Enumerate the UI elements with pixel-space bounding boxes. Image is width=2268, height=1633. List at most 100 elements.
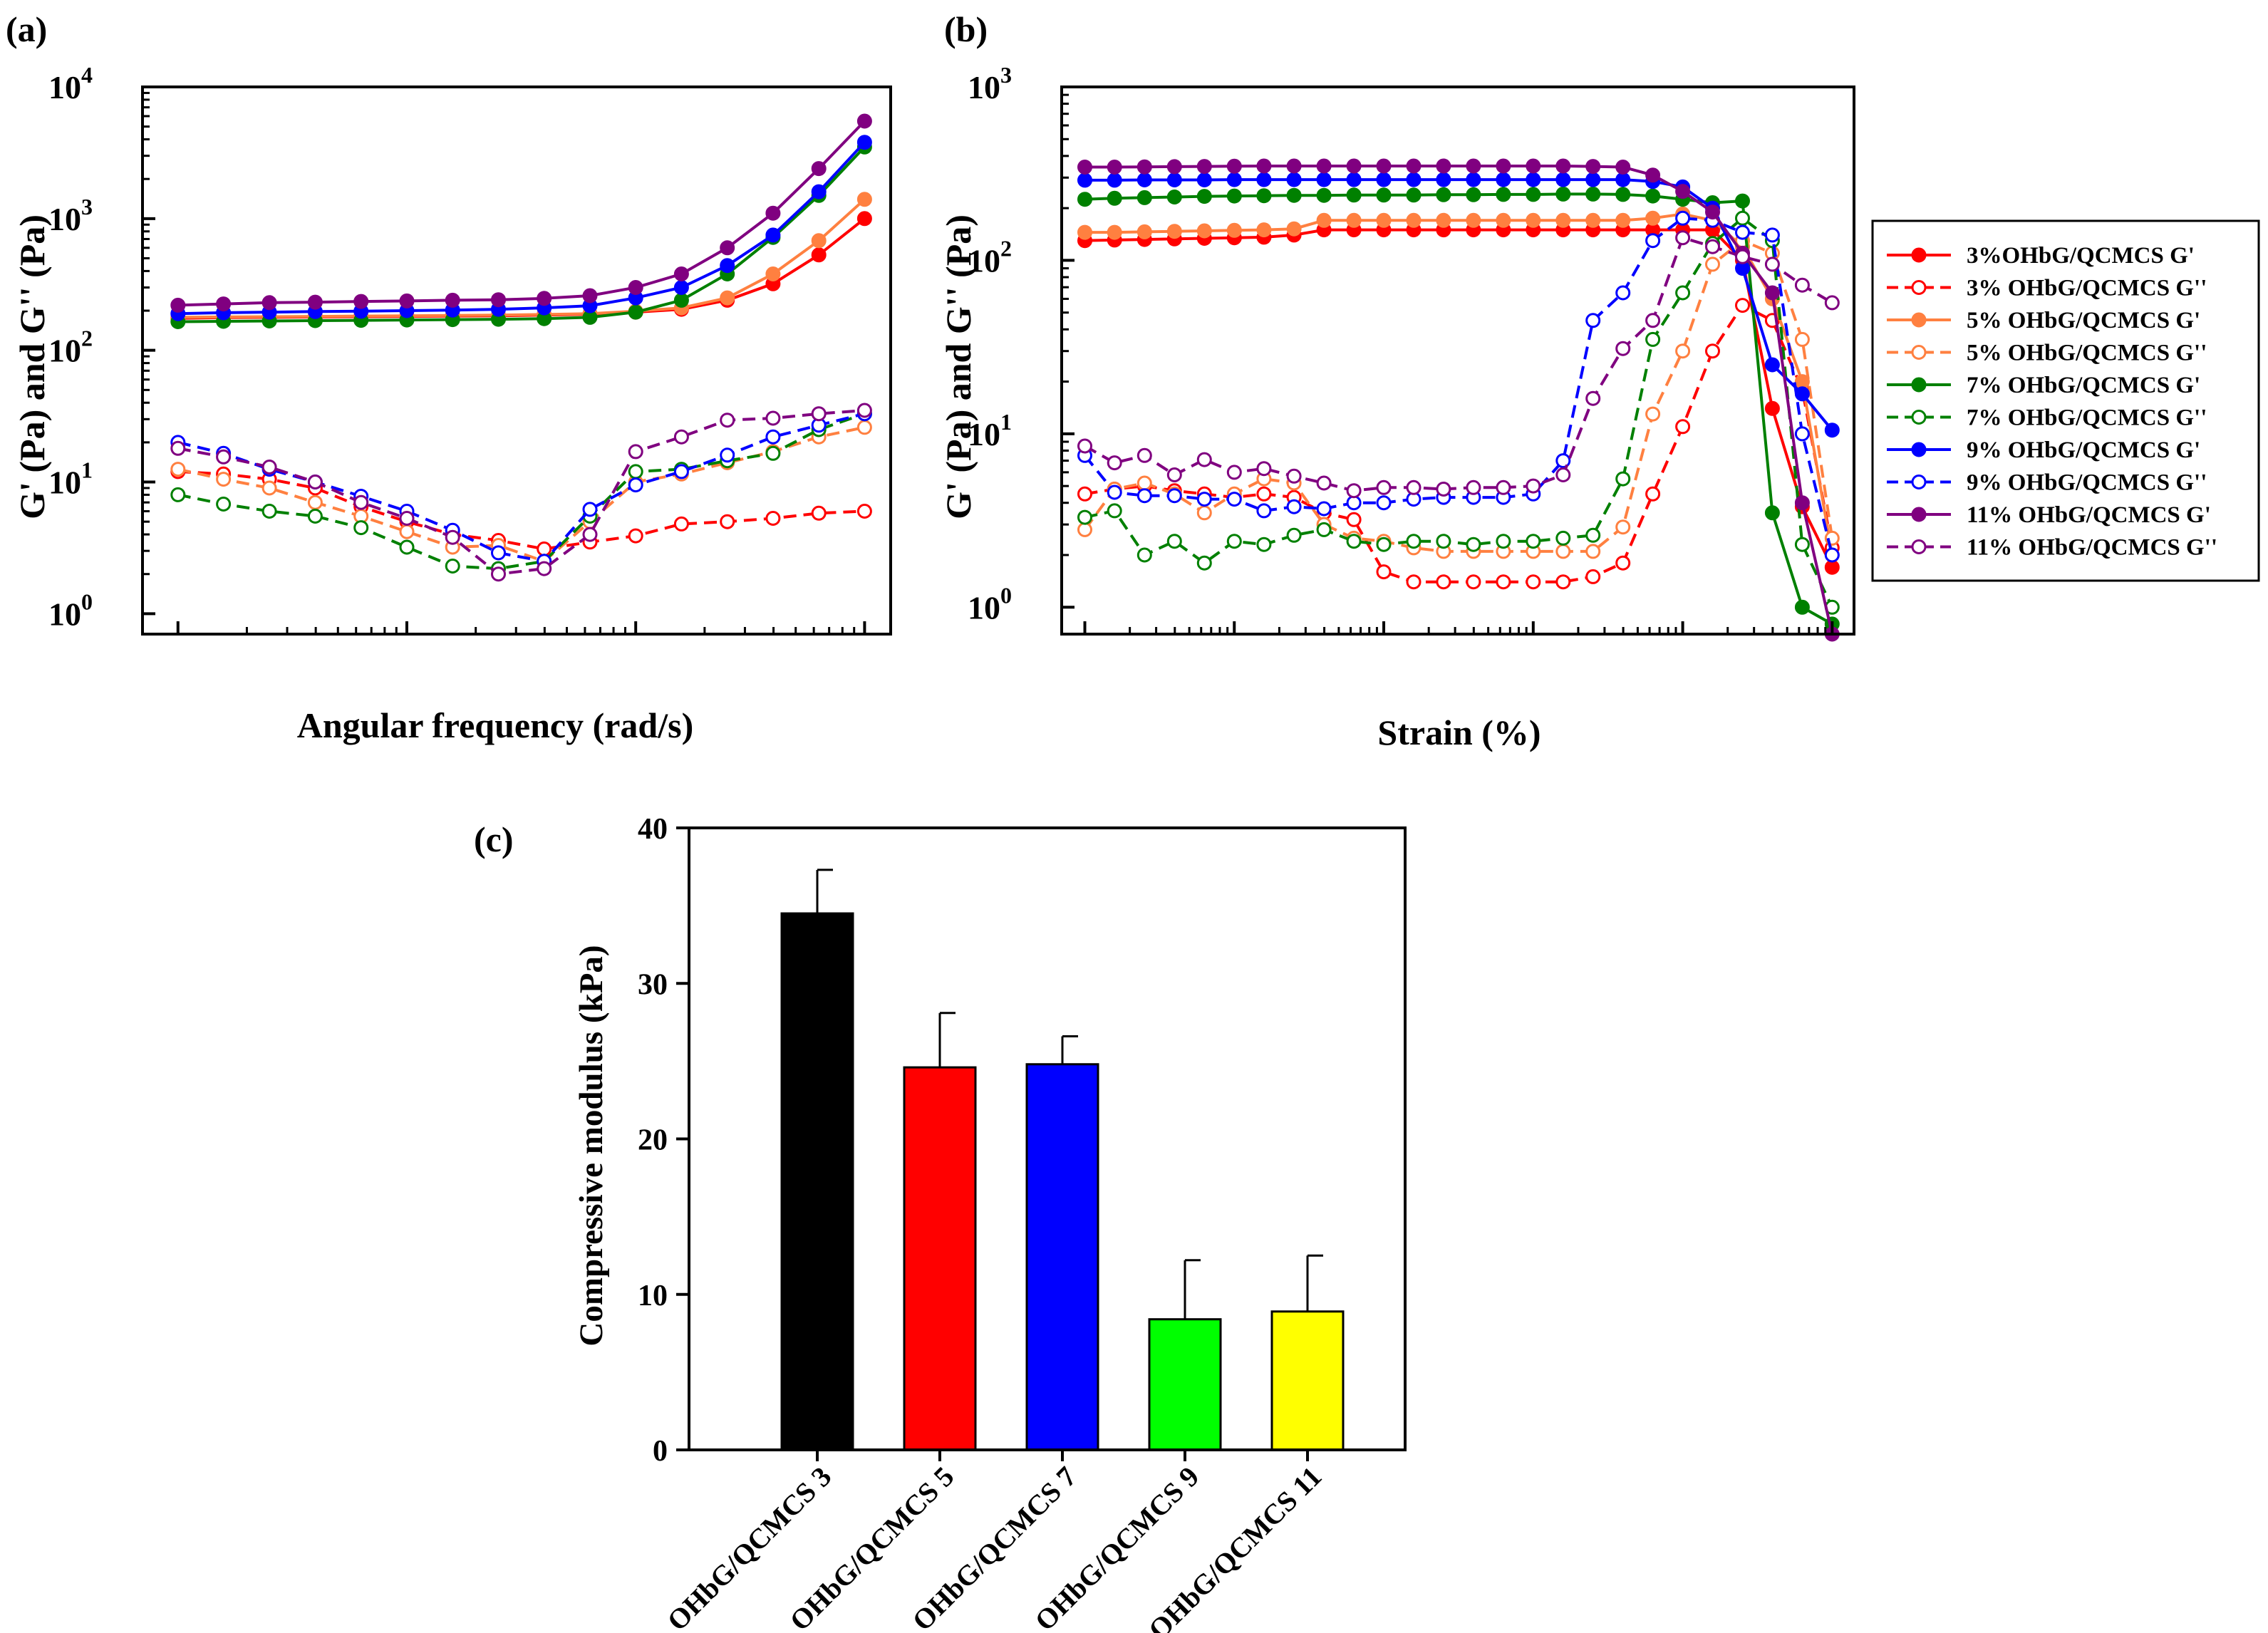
panel-b-point-5-ohbg-qcmcs-g [1226,222,1242,238]
panel-a-point-11-ohbg-qcmcs-g [170,440,186,456]
panel-a-point-9-ohbg-qcmcs-g [811,184,827,199]
panel-a-series-line-11-ohbg-qcmcs-g [177,120,866,307]
panel-b-point-5-ohbg-qcmcs-g [1376,212,1392,228]
panel-b-plot-frame [1060,85,1855,636]
panel-b-point-9-ohbg-qcmcs-g [1466,172,1481,187]
panel-b-point-11-ohbg-qcmcs-g [1316,475,1332,491]
panel-b-point-9-ohbg-qcmcs-g [1645,233,1661,249]
panel-b-point-9-ohbg-qcmcs-g [1376,495,1392,511]
bar-ohbg-qcmcs-11 [1270,1310,1345,1451]
panel-b-point-7-ohbg-qcmcs-g [1316,522,1332,537]
panel-b-point-9-ohbg-qcmcs-g [1615,285,1631,301]
panel-b-series-line-9-ohbg-qcmcs-g [1083,217,1834,556]
panel-a-point-5-ohbg-qcmcs-g [811,233,827,249]
panel-b-point-11-ohbg-qcmcs-g [1406,479,1422,495]
panel-b-point-7-ohbg-qcmcs-g [1077,192,1092,207]
panel-b-point-9-ohbg-qcmcs-g [1107,172,1122,188]
panel-a-point-9-ohbg-qcmcs-g [673,280,689,295]
panel-a-point-11-ohbg-qcmcs-g [765,410,781,426]
panel-b-point-5-ohbg-qcmcs-g [1136,475,1152,491]
panel-c-y-tick-label: 0 [653,1435,668,1468]
panel-b-y-tick-exponent: 3 [1000,62,1012,88]
panel-b-point-5-ohbg-qcmcs-g [1585,544,1601,559]
panel-a-point-9-ohbg-qcmcs-g [582,502,598,517]
panel-b-point-11-ohbg-qcmcs-g [1496,158,1511,174]
panel-a-point-9-ohbg-qcmcs-g [628,477,643,493]
panel-b-point-3-ohbg-qcmcs-g [1645,486,1661,502]
panel-a-point-3-ohbg-qcmcs-g [765,511,781,526]
panel-b-point-11-ohbg-qcmcs-g [1735,249,1750,264]
bar-ohbg-qcmcs-5 [903,1066,977,1451]
panel-b-point-5-ohbg-qcmcs-g [1794,331,1810,347]
panel-c-y-tick-label: 40 [638,813,668,846]
bar-ohbg-qcmcs-3 [780,912,854,1451]
panel-a-y-tick-exponent: 1 [81,457,93,483]
panel-b-point-9-ohbg-qcmcs-g [1735,224,1750,240]
panel-b-point-9-ohbg-qcmcs-g [1376,172,1392,187]
legend-label-9-ohbg-qcmcs-g: 9% OHbG/QCMCS G'' [1967,470,2207,496]
panel-b-point-5-ohbg-qcmcs-g [1555,212,1571,228]
panel-a-point-11-ohbg-qcmcs-g [262,460,277,475]
bar-ohbg-qcmcs-7 [1025,1063,1099,1451]
panel-b-point-7-ohbg-qcmcs-g [1077,509,1092,525]
panel-b-point-9-ohbg-qcmcs-g [1675,210,1691,226]
panel-a-point-11-ohbg-qcmcs-g [262,295,277,311]
panel-b-point-9-ohbg-qcmcs-g [1196,492,1212,507]
panel-b-point-7-ohbg-qcmcs-g [1764,505,1780,521]
panel-a-point-5-ohbg-qcmcs-g [399,524,415,539]
panel-b-y-tick-label: 103 [968,62,1012,105]
panel-a-point-11-ohbg-qcmcs-g [353,294,369,309]
panel-b-point-9-ohbg-qcmcs-g [1107,484,1122,500]
panel-a-point-7-ohbg-qcmcs-g [765,445,781,461]
panel-a-point-7-ohbg-qcmcs-g [307,509,323,524]
panel-b-point-7-ohbg-qcmcs-g [1166,190,1182,204]
panel-b-point-9-ohbg-qcmcs-g [1256,503,1272,519]
legend-label-7-ohbg-qcmcs-g: 7% OHbG/QCMCS G' [1967,373,2200,398]
panel-a-point-5-ohbg-qcmcs-g [765,266,781,281]
panel-b-series-layer [1077,158,1840,642]
panel-a-point-9-ohbg-qcmcs-g [491,545,506,561]
legend-marker-5-ohbg-qcmcs-g [1911,345,1927,360]
panel-b-series-line-5-ohbg-qcmcs-g [1084,212,1834,556]
panel-b-point-11-ohbg-qcmcs-g [1376,158,1392,174]
panel-a-series-line-7-ohbg-qcmcs-g [177,412,866,571]
legend-label-5-ohbg-qcmcs-g: 5% OHbG/QCMCS G'' [1967,341,2207,366]
panel-b-point-11-ohbg-qcmcs-g [1166,159,1182,175]
panel-b-point-11-ohbg-qcmcs-g [1585,390,1601,406]
panel-a-point-7-ohbg-qcmcs-g [353,520,369,536]
panel-a-point-7-ohbg-qcmcs-g [216,497,232,512]
panel-b-point-11-ohbg-qcmcs-g [1705,204,1720,220]
panel-b-point-11-ohbg-qcmcs-g [1615,160,1631,175]
panel-b-point-7-ohbg-qcmcs-g [1346,187,1362,203]
panel-b-point-11-ohbg-qcmcs-g [1256,158,1272,174]
panel-a-y-tick-label: 103 [48,194,93,237]
panel-b-point-5-ohbg-qcmcs-g [1166,224,1182,239]
legend-marker-11-ohbg-qcmcs-g [1911,539,1927,554]
panel-b-point-7-ohbg-qcmcs-g [1526,534,1541,549]
panel-b-point-3-ohbg-qcmcs-g [1436,574,1451,590]
panel-a-point-7-ohbg-qcmcs-g [445,559,460,574]
panel-b-point-11-ohbg-qcmcs-g [1286,158,1302,174]
panel-a-point-7-ohbg-qcmcs-g [262,504,277,519]
panel-b-point-7-ohbg-qcmcs-g [1286,187,1302,203]
panel-a-y-tick-label: 101 [48,457,93,501]
panel-a-series-line-9-ohbg-qcmcs-g [177,412,865,563]
panel-a: (a) Angular frequency (rad/s) G' (Pa) an… [6,9,892,745]
panel-a-point-5-ohbg-qcmcs-g [307,494,323,510]
panel-a-point-3-ohbg-qcmcs-g [537,541,552,556]
panel-b-point-11-ohbg-qcmcs-g [1346,483,1362,499]
panel-a-point-11-ohbg-qcmcs-g [582,288,598,304]
panel-b-point-11-ohbg-qcmcs-g [1107,160,1122,175]
panel-b-point-3-ohbg-qcmcs-g [1764,400,1780,416]
panel-b-point-7-ohbg-qcmcs-g [1436,534,1451,549]
panel-b-point-9-ohbg-qcmcs-g [1196,172,1212,187]
panel-b-point-9-ohbg-qcmcs-g [1286,499,1302,514]
panel-b-point-11-ohbg-qcmcs-g [1675,184,1691,199]
panel-b-y-tick-label: 102 [968,235,1012,279]
panel-b-y-tick-label: 100 [968,582,1012,626]
legend-marker-7-ohbg-qcmcs-g [1911,377,1927,393]
panel-a-point-3-ohbg-qcmcs-g [811,505,827,521]
panel-b-point-11-ohbg-qcmcs-g [1645,167,1661,183]
